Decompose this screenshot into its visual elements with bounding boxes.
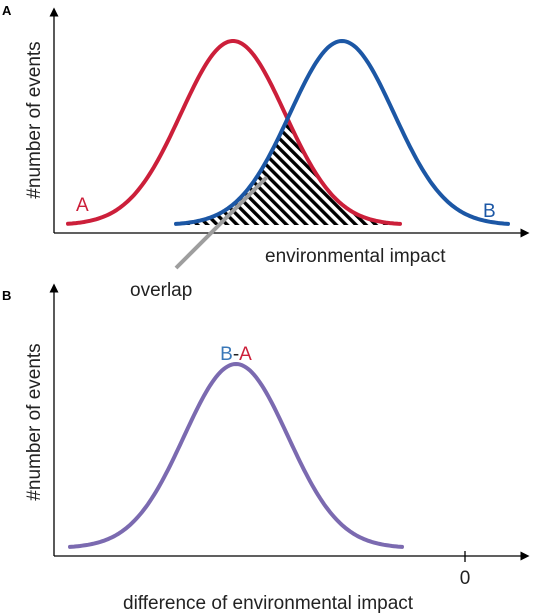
overlap-label: overlap — [130, 280, 192, 301]
difference-label-separator: - — [233, 344, 239, 365]
panel-b-label: B — [2, 288, 11, 303]
panel-b: B 0 #number of events difference of envi… — [2, 283, 530, 614]
panel-a-y-axis-title: #number of events — [24, 41, 45, 198]
panel-b-y-axis-title: #number of events — [24, 343, 45, 500]
zero-tick-label: 0 — [460, 568, 471, 589]
curve-a-label: A — [76, 195, 89, 216]
distribution-curve-a — [66, 39, 402, 226]
distribution-curve-b — [174, 38, 510, 226]
difference-curve — [68, 361, 404, 549]
curve-b-label: B — [483, 201, 496, 222]
panel-a: A #number of events environmental impact… — [2, 3, 530, 301]
overlap-pointer-line — [174, 175, 269, 270]
panel-a-label: A — [2, 3, 12, 18]
panel-a-x-axis-title: environmental impact — [265, 246, 446, 267]
difference-label-b: B — [220, 344, 233, 365]
difference-label-a: A — [239, 344, 252, 365]
panel-b-x-axis-title: difference of environmental impact — [123, 593, 414, 614]
overlap-region — [176, 119, 400, 225]
difference-curve-label: B-A — [220, 344, 252, 365]
